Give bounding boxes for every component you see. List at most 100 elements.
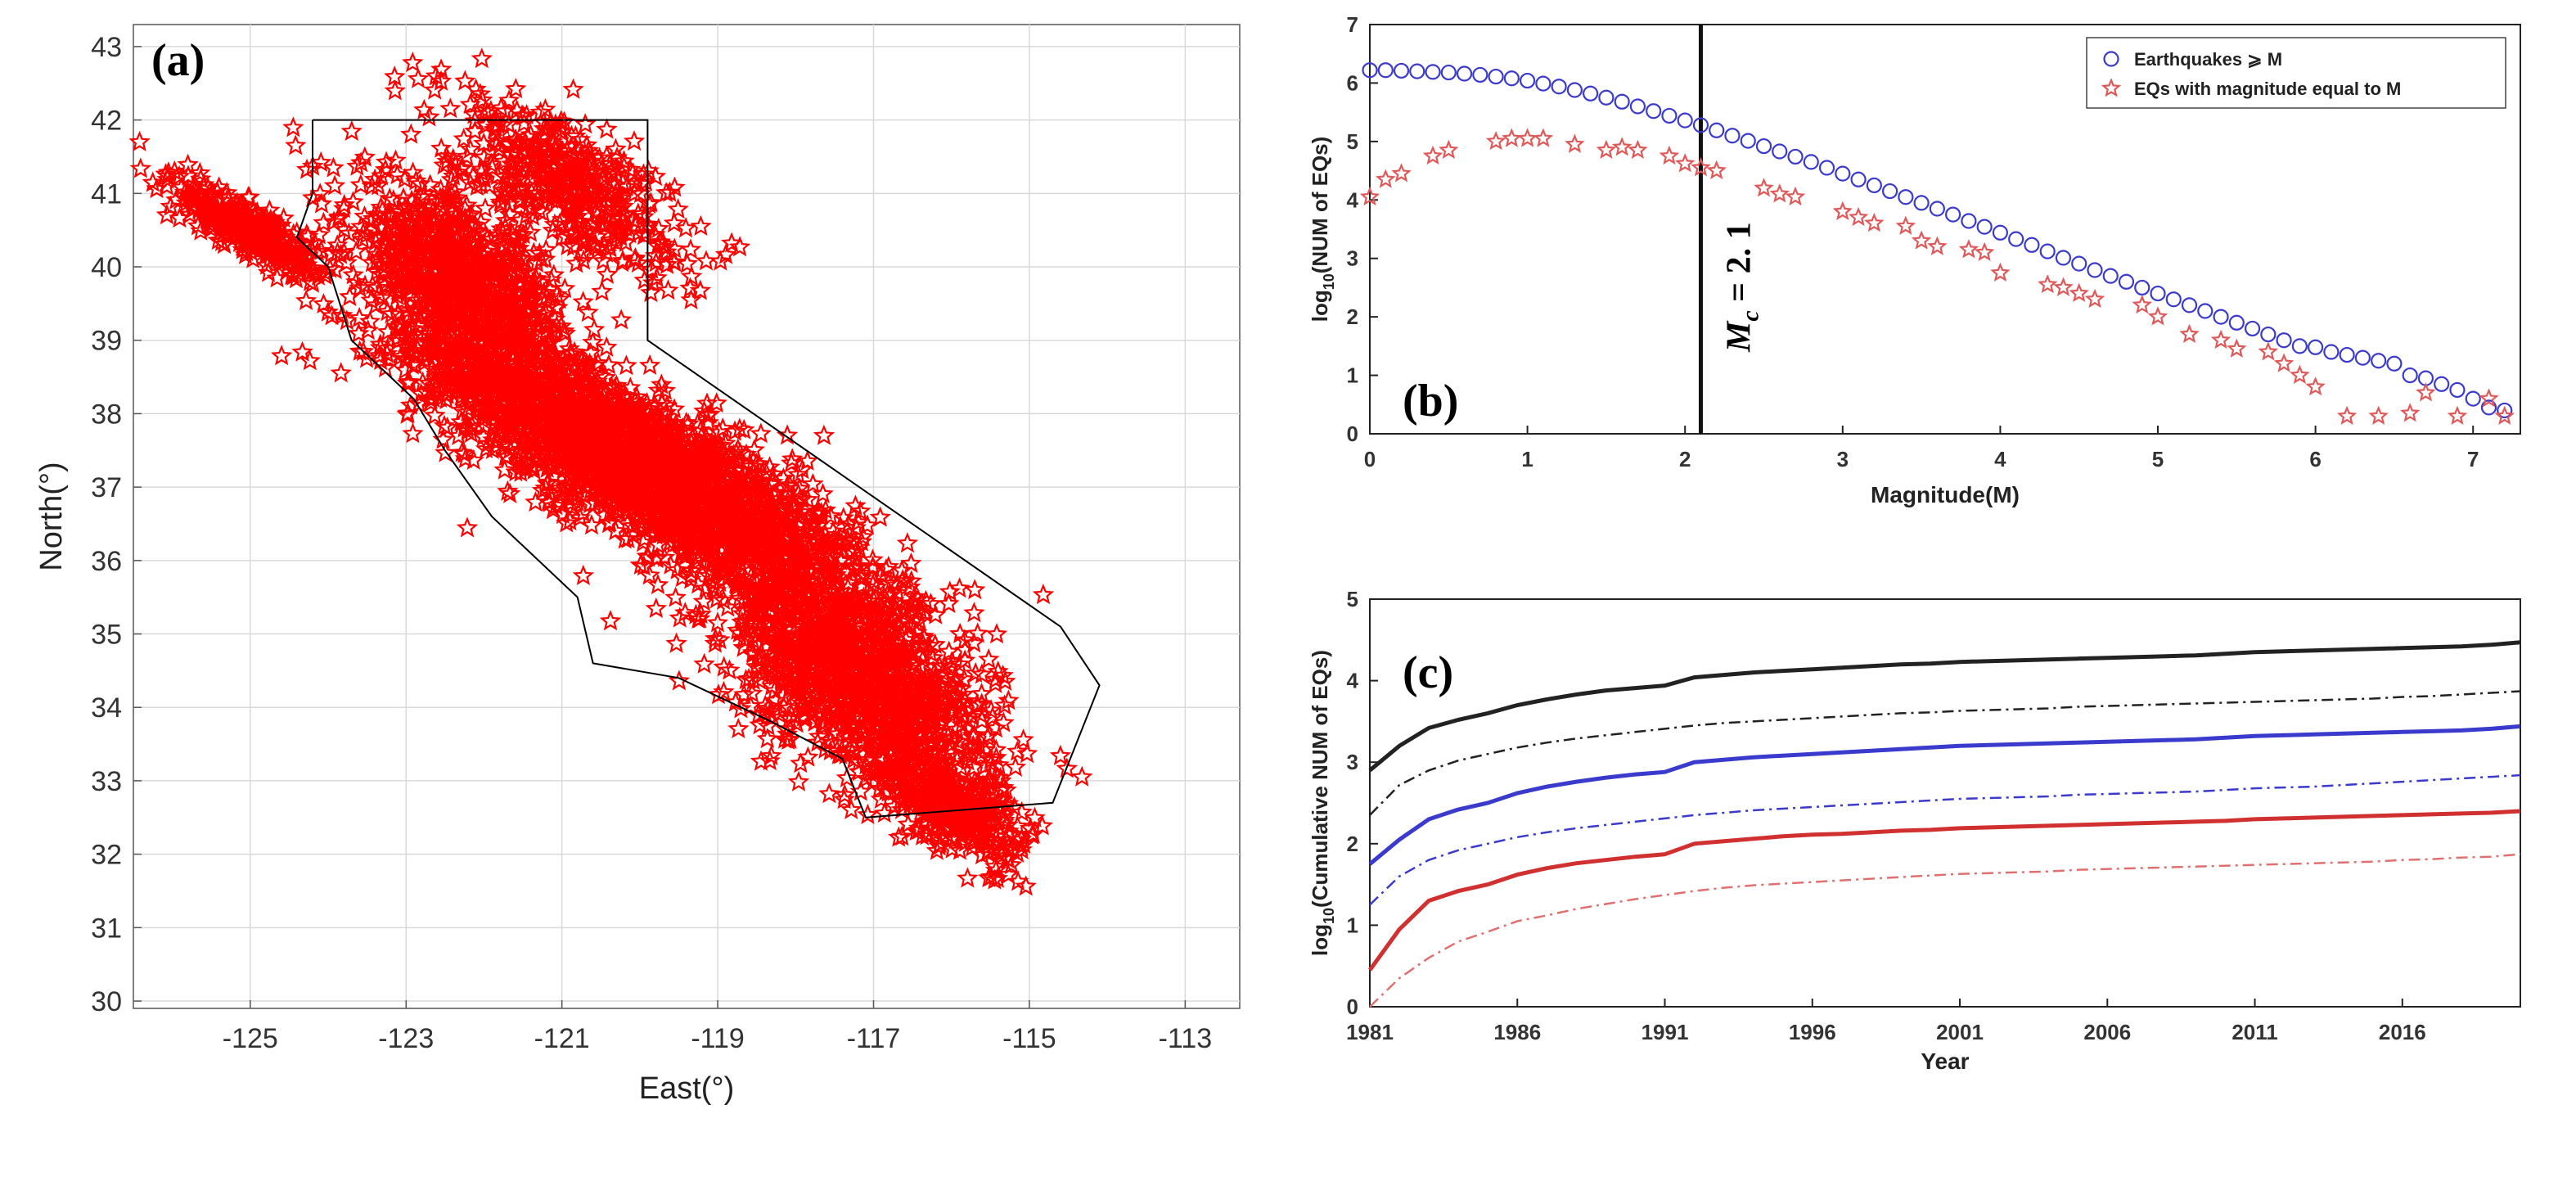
point — [841, 711, 864, 733]
point — [538, 423, 561, 444]
point — [754, 701, 777, 723]
point — [984, 717, 1007, 738]
point — [531, 479, 554, 500]
point — [808, 514, 830, 536]
point — [285, 134, 307, 156]
point — [790, 501, 812, 522]
point — [433, 251, 456, 273]
point — [444, 181, 466, 202]
point — [738, 495, 761, 516]
point — [966, 622, 989, 643]
point — [632, 435, 654, 456]
point — [693, 652, 715, 674]
point — [860, 619, 882, 640]
point — [431, 186, 454, 207]
point — [398, 370, 420, 391]
point — [660, 517, 683, 539]
point — [837, 512, 860, 534]
point — [861, 702, 883, 724]
point — [443, 336, 465, 357]
point — [819, 561, 842, 582]
point — [560, 492, 582, 513]
point — [452, 255, 475, 276]
point — [549, 366, 571, 387]
point — [915, 589, 937, 611]
point — [585, 453, 607, 475]
point — [781, 551, 804, 572]
point — [462, 214, 484, 235]
point — [632, 494, 654, 516]
point — [452, 364, 474, 386]
point — [733, 577, 755, 598]
point — [894, 629, 917, 650]
point — [676, 537, 699, 558]
point — [797, 746, 819, 767]
point — [938, 592, 960, 613]
point — [811, 659, 834, 681]
point — [912, 625, 934, 647]
point — [760, 744, 782, 766]
point — [509, 223, 531, 245]
point — [1070, 765, 1093, 787]
point — [394, 168, 416, 189]
point — [390, 247, 413, 268]
point — [714, 442, 736, 463]
point — [520, 277, 543, 298]
point — [330, 362, 352, 383]
point — [910, 643, 932, 665]
point — [379, 347, 402, 368]
point — [484, 435, 507, 457]
point — [340, 120, 363, 142]
point — [781, 618, 803, 639]
point — [668, 443, 691, 464]
point — [870, 563, 892, 584]
point — [542, 498, 565, 520]
point — [559, 510, 581, 531]
point — [741, 641, 764, 663]
point — [787, 514, 810, 535]
point — [618, 475, 640, 496]
point — [715, 553, 738, 575]
point — [388, 236, 411, 257]
point — [940, 656, 962, 677]
point — [477, 432, 499, 453]
point — [924, 678, 946, 699]
point — [342, 191, 364, 212]
point — [349, 151, 372, 173]
point — [758, 659, 781, 680]
point — [497, 480, 519, 501]
point — [837, 571, 860, 593]
point — [457, 420, 479, 441]
point — [354, 146, 376, 167]
point — [836, 530, 858, 551]
point — [756, 626, 778, 647]
point — [558, 337, 580, 358]
point — [493, 404, 516, 426]
point — [412, 253, 435, 274]
point — [478, 321, 501, 342]
point — [372, 216, 394, 237]
point — [625, 505, 648, 526]
point — [651, 373, 673, 395]
point — [869, 506, 891, 527]
point — [507, 296, 530, 318]
point — [572, 291, 594, 312]
point — [727, 451, 750, 472]
point — [367, 226, 389, 247]
point — [299, 349, 321, 371]
point — [479, 228, 502, 250]
point — [510, 461, 532, 482]
point — [511, 455, 533, 476]
point — [594, 366, 617, 387]
point — [474, 197, 497, 219]
point — [439, 345, 462, 368]
point — [654, 379, 677, 400]
point — [538, 328, 561, 349]
point — [462, 330, 484, 351]
point — [754, 694, 777, 715]
point — [413, 183, 436, 204]
point — [754, 592, 777, 613]
point — [760, 674, 783, 696]
point — [834, 665, 856, 686]
